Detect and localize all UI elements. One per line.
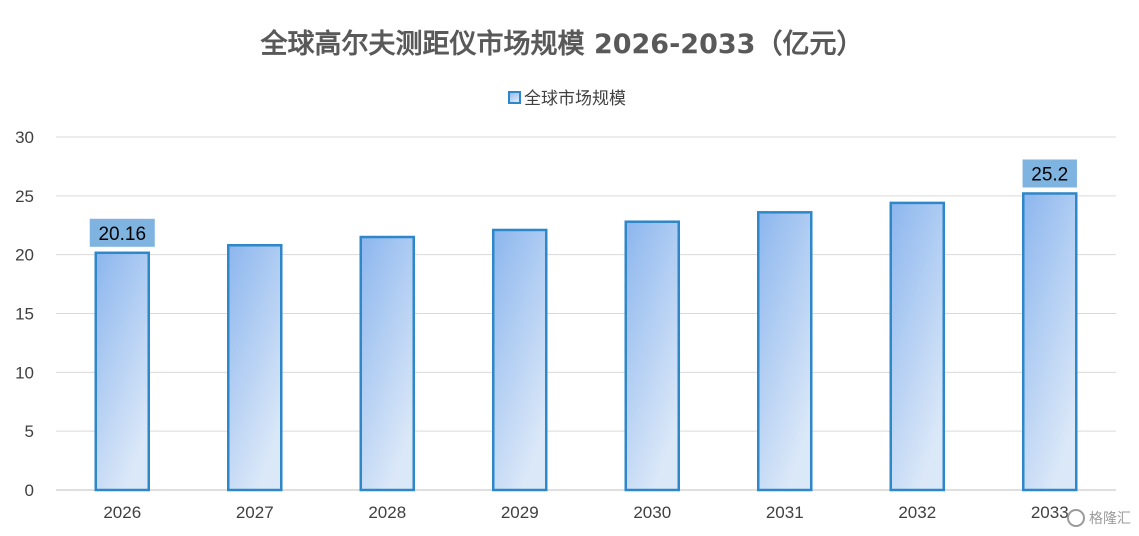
data-label-2026: 20.16: [89, 218, 155, 247]
watermark-text: 格隆汇: [1089, 511, 1131, 527]
y-tick-label: 25: [15, 187, 34, 206]
legend-label: 全球市场规模: [524, 89, 626, 109]
data-label-box: [89, 218, 155, 247]
y-tick-label: 0: [25, 481, 34, 500]
x-tick-label: 2032: [898, 503, 936, 522]
chart-title: 全球高尔夫测距仪市场规模 2026-2033（亿元）: [260, 28, 864, 60]
y-axis: 0 5 10 15 20 25 30: [15, 128, 34, 500]
x-tick-label: 2027: [236, 503, 274, 522]
y-tick-label: 10: [15, 363, 34, 382]
y-tick-label: 15: [15, 305, 34, 324]
data-label-2033: 25.2: [1022, 159, 1077, 188]
x-axis: 2026 2027 2028 2029 2030 2031 2032 2033: [103, 503, 1068, 522]
y-tick-label: 20: [15, 246, 34, 265]
x-tick-label: 2033: [1031, 503, 1069, 522]
logo-icon: [1067, 509, 1085, 527]
x-tick-label: 2028: [368, 503, 406, 522]
data-label-text: 25.2: [1031, 164, 1068, 185]
legend-swatch: [508, 91, 521, 104]
bar-2030: [624, 220, 680, 492]
x-tick-label: 2031: [766, 503, 804, 522]
bar-2028: [359, 235, 415, 492]
y-tick-label: 30: [15, 128, 34, 147]
data-label-box: [1022, 159, 1077, 188]
bar-2031: [757, 211, 813, 492]
x-tick-label: 2030: [633, 503, 671, 522]
x-tick-label: 2026: [103, 503, 141, 522]
bar-2029: [492, 228, 548, 492]
y-tick-label: 5: [25, 422, 34, 441]
grid: [56, 136, 1116, 491]
bar-2032: [889, 201, 945, 492]
bar-2026: [94, 251, 150, 492]
bars: [94, 192, 1078, 492]
data-label-text: 20.16: [98, 224, 146, 245]
legend: 全球市场规模: [508, 89, 626, 109]
bar-2033: [1022, 192, 1078, 492]
data-labels: 20.16 25.2: [89, 159, 1077, 247]
x-tick-label: 2029: [501, 503, 539, 522]
watermark: 格隆汇: [1067, 509, 1131, 527]
bar-2027: [227, 244, 283, 492]
